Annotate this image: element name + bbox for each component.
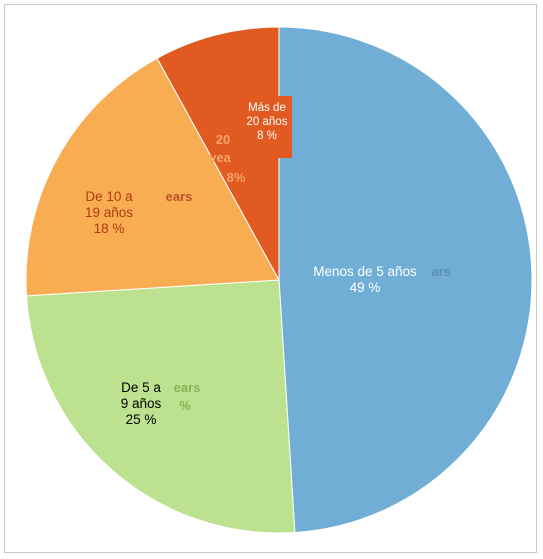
pie-slices — [25, 26, 533, 534]
slice-percent-label: 25 % — [126, 412, 157, 427]
slice-label-backdrop — [268, 96, 292, 158]
pie-slice — [25, 57, 280, 297]
slice-category-label: Menos de 5 años — [313, 264, 417, 279]
slice-category-label: Más de — [248, 102, 286, 114]
ghost-label-fragment: % — [179, 398, 191, 413]
pie-slice — [278, 26, 533, 534]
slice-category-label: 19 años — [85, 205, 133, 220]
pie-slice — [156, 26, 280, 281]
ghost-label-fragment: ears — [174, 380, 201, 395]
ghost-label-fragment: ars — [431, 264, 451, 279]
slice-percent-label: 18 % — [94, 221, 125, 236]
slice-percent-label: 8 % — [257, 130, 277, 142]
ghost-label-fragment: 8% — [227, 170, 246, 185]
ghost-label-fragment: 20 — [216, 132, 230, 147]
slice-category-label: De 5 a — [121, 380, 161, 395]
pie-slice — [25, 279, 296, 534]
ghost-label-fragment: ears — [166, 189, 193, 204]
slice-percent-label: 49 % — [350, 280, 381, 295]
slice-category-label: 9 años — [121, 396, 162, 411]
ghost-label-fragment: yea — [209, 150, 231, 165]
slice-category-label: 20 años — [247, 116, 288, 128]
slice-category-label: De 10 a — [85, 189, 133, 204]
